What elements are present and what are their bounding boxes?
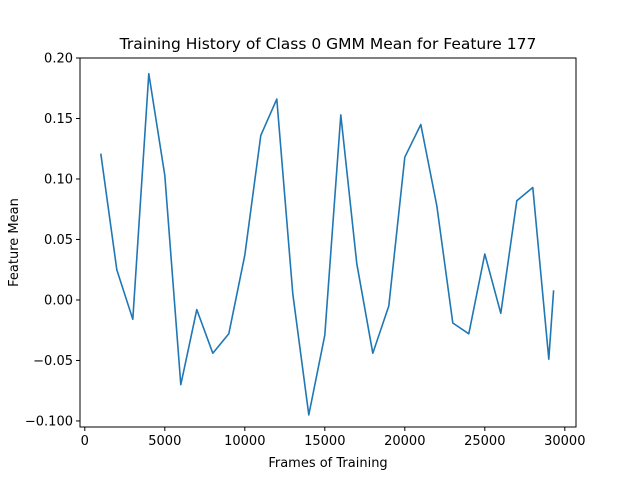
y-axis-label: Feature Mean xyxy=(7,198,22,287)
y-tick-label: 0.20 xyxy=(44,52,73,67)
y-tick-label: 0.15 xyxy=(44,112,73,127)
x-tick-label: 15000 xyxy=(304,434,345,449)
x-tick-label: 20000 xyxy=(384,434,425,449)
x-tick-label: 25000 xyxy=(464,434,505,449)
x-tick-label: 0 xyxy=(81,434,89,449)
series-line xyxy=(100,72,555,416)
x-axis-label: Frames of Training xyxy=(268,456,387,471)
plot-frame xyxy=(79,57,577,428)
chart-title: Training History of Class 0 GMM Mean for… xyxy=(119,35,537,53)
plot-area xyxy=(100,72,555,416)
y-tick-label: 0.00 xyxy=(44,293,73,308)
y-tick-label: 0.05 xyxy=(44,233,73,248)
y-axis: −0.100 −0.05 0.00 0.05 0.10 0.15 0.20 xyxy=(25,52,80,429)
x-tick-label: 5000 xyxy=(148,434,181,449)
x-tick-label: 10000 xyxy=(224,434,265,449)
y-tick-label: −0.100 xyxy=(25,414,73,429)
x-tick-label: 30000 xyxy=(544,434,585,449)
y-tick-label: −0.05 xyxy=(33,354,73,369)
y-tick-label: 0.10 xyxy=(44,172,73,187)
x-axis: 0 5000 10000 15000 20000 25000 30000 xyxy=(81,427,585,449)
